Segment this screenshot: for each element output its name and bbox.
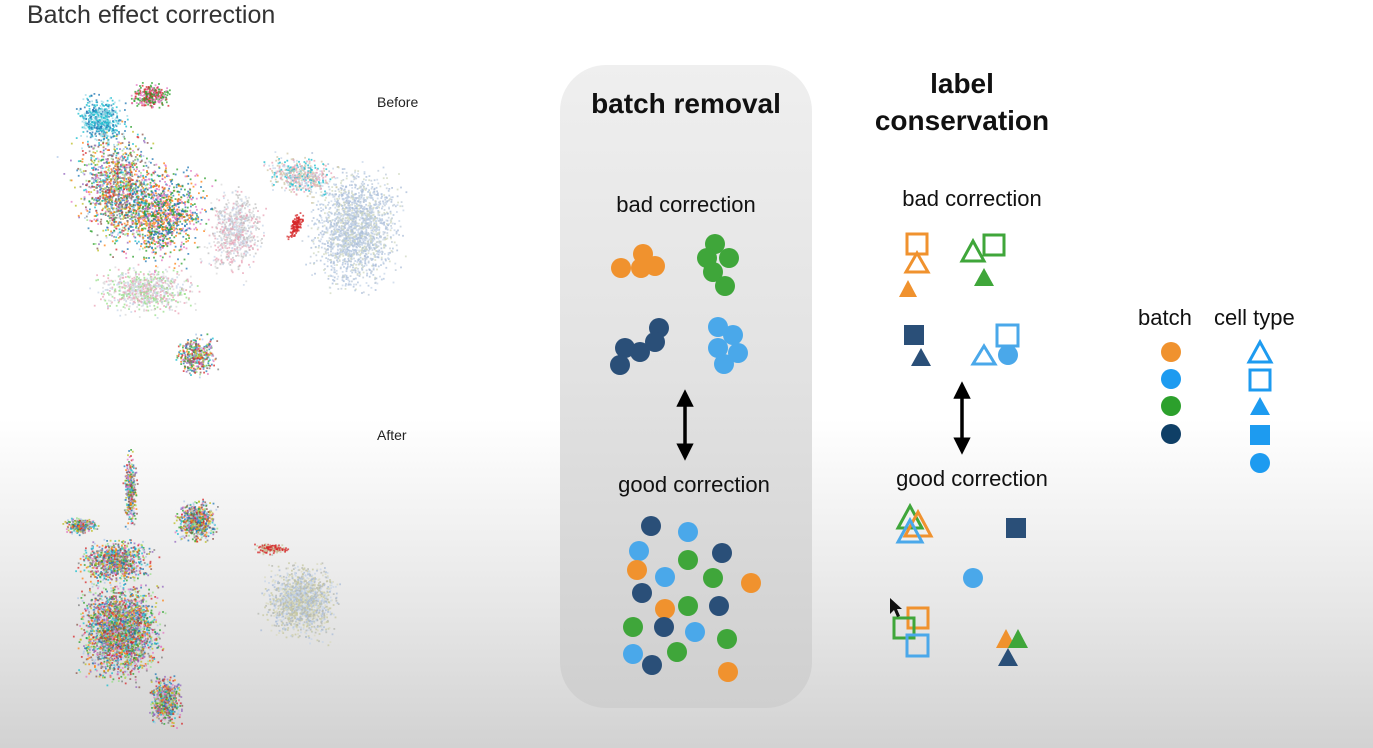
label-conservation-heading-line2: conservation [874,105,1050,136]
batch-removal-good-mixed [623,516,761,682]
triangle-outline-group [895,502,934,544]
navy-batch-group [904,325,931,366]
slide-title: Batch effect correction [27,1,276,29]
orange-batch-group [899,232,931,297]
green-cluster [697,234,739,296]
light-blue-batch-group [970,323,1020,366]
legend-batch-header: batch [1138,305,1192,330]
batch-removal-bad-clusters [610,234,748,375]
square-filled-navy [1006,518,1026,538]
label-conservation-good-groups [890,502,1028,666]
label-conservation-heading-line1: label [930,68,994,99]
navy-cluster [610,318,669,375]
umap-after-label: After [377,427,407,443]
batch-removal-heading: batch removal [591,88,781,119]
umap-before-label: Before [377,94,419,110]
square-outline-group [892,606,930,658]
orange-cluster [611,244,665,278]
light-blue-cluster [708,317,748,374]
batch-removal-good-label: good correction [618,472,770,497]
mouse-cursor-icon [890,598,902,617]
batch-removal-bad-label: bad correction [616,192,756,217]
legend-cell-type-header: cell type [1214,305,1295,330]
green-batch-group [959,233,1006,286]
legend-batch-markers [1161,342,1181,444]
label-conservation-bad-groups [899,232,1020,366]
label-conservation-good-label: good correction [896,466,1048,491]
label-conservation-bad-label: bad correction [902,186,1042,211]
triangle-filled-group [996,629,1028,666]
legend-cell-type-markers [1246,338,1274,473]
circle-filled-light-blue [963,568,983,588]
